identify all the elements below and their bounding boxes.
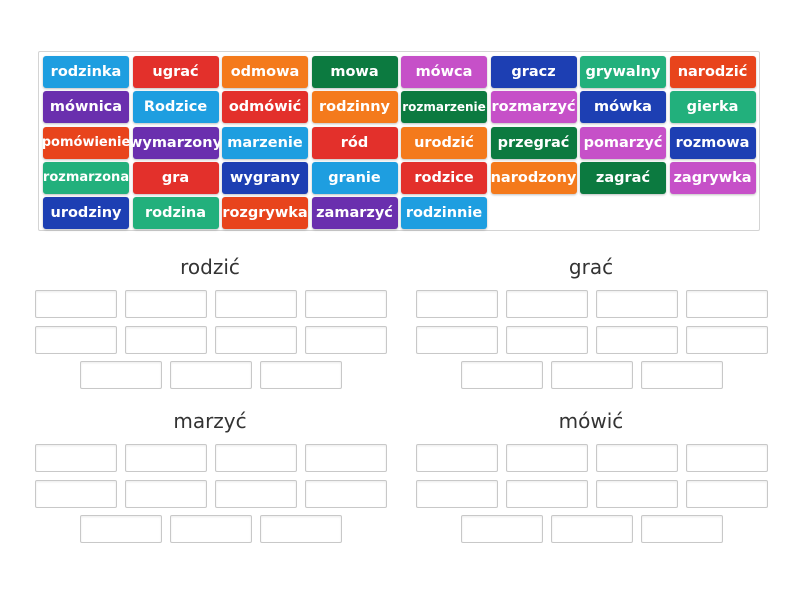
- drop-slot[interactable]: [506, 480, 588, 508]
- drop-slot[interactable]: [305, 444, 387, 472]
- word-tile[interactable]: gierka: [669, 91, 756, 124]
- word-tile[interactable]: rozgrywka: [222, 197, 308, 230]
- drop-slot[interactable]: [686, 290, 768, 318]
- drop-slot[interactable]: [35, 290, 117, 318]
- drop-slot[interactable]: [461, 361, 543, 389]
- drop-slot[interactable]: [215, 326, 297, 354]
- group-title: grać: [568, 255, 614, 279]
- drop-slot[interactable]: [260, 361, 342, 389]
- group-title: rodzić: [180, 255, 240, 279]
- drop-slot[interactable]: [215, 290, 297, 318]
- word-tile[interactable]: zagrać: [580, 161, 666, 194]
- word-tile[interactable]: rodzice: [401, 161, 487, 194]
- drop-slot[interactable]: [596, 326, 678, 354]
- drop-slot[interactable]: [305, 290, 387, 318]
- word-tile[interactable]: rozmarzenie: [401, 91, 487, 124]
- word-tile[interactable]: pomówienie: [42, 126, 130, 159]
- word-tile[interactable]: odmowa: [222, 56, 308, 88]
- word-tile[interactable]: pomarzyć: [580, 126, 666, 159]
- drop-slot[interactable]: [215, 444, 297, 472]
- drop-slot[interactable]: [461, 515, 543, 543]
- word-tile[interactable]: wygrany: [222, 161, 308, 194]
- word-tile[interactable]: przegrać: [490, 126, 577, 159]
- word-tile[interactable]: zagrywka: [669, 161, 756, 194]
- word-bank: rodzinka ugrać odmowa mowa mówca gracz grywaln…: [38, 51, 760, 231]
- word-tile[interactable]: ród: [311, 126, 398, 159]
- drop-slot[interactable]: [506, 444, 588, 472]
- word-tile[interactable]: rodzinny: [311, 91, 398, 124]
- word-tile[interactable]: narodzony: [490, 161, 577, 194]
- drop-slot[interactable]: [35, 444, 117, 472]
- word-tile[interactable]: mówka: [580, 91, 666, 124]
- drop-slot[interactable]: [551, 361, 633, 389]
- word-tile[interactable]: gra: [132, 161, 219, 194]
- drop-slot[interactable]: [506, 290, 588, 318]
- drop-slot[interactable]: [305, 326, 387, 354]
- drop-slot[interactable]: [506, 326, 588, 354]
- word-tile[interactable]: urodziny: [43, 197, 129, 230]
- drop-slot[interactable]: [170, 361, 252, 389]
- word-tile[interactable]: odmówić: [222, 91, 308, 124]
- word-tile[interactable]: urodzić: [401, 126, 487, 159]
- drop-slot[interactable]: [596, 444, 678, 472]
- word-tile[interactable]: mowa: [311, 56, 398, 88]
- word-tile[interactable]: grywalny: [580, 56, 666, 88]
- drop-slot[interactable]: [125, 444, 207, 472]
- word-tile[interactable]: mówca: [401, 56, 487, 88]
- word-tile[interactable]: granie: [311, 161, 398, 194]
- drop-slot[interactable]: [125, 480, 207, 508]
- word-tile[interactable]: rozmarzyć: [490, 91, 577, 124]
- drop-slot[interactable]: [170, 515, 252, 543]
- word-tile[interactable]: rozmowa: [669, 126, 756, 159]
- word-tile[interactable]: marzenie: [222, 126, 308, 159]
- drop-slot[interactable]: [80, 515, 162, 543]
- drop-slot[interactable]: [35, 480, 117, 508]
- word-tile[interactable]: mównica: [43, 91, 129, 124]
- group-title: marzyć: [173, 409, 247, 433]
- drop-slot[interactable]: [686, 480, 768, 508]
- word-tile[interactable]: wymarzony: [129, 126, 222, 159]
- drop-slot[interactable]: [596, 480, 678, 508]
- drop-slot[interactable]: [641, 361, 723, 389]
- group-title: mówić: [558, 409, 624, 433]
- drop-slot[interactable]: [686, 326, 768, 354]
- drop-slot[interactable]: [551, 515, 633, 543]
- word-tile[interactable]: rozmarzona: [43, 161, 129, 194]
- drop-slot[interactable]: [125, 290, 207, 318]
- word-tile[interactable]: rodzinnie: [401, 197, 487, 230]
- drop-slot[interactable]: [35, 326, 117, 354]
- word-tile[interactable]: ugrać: [132, 56, 219, 88]
- word-tile[interactable]: narodzić: [669, 56, 756, 88]
- drop-slot[interactable]: [305, 480, 387, 508]
- drop-slot[interactable]: [641, 515, 723, 543]
- word-tile[interactable]: Rodzice: [132, 91, 219, 124]
- drop-slot[interactable]: [260, 515, 342, 543]
- drop-slot[interactable]: [80, 361, 162, 389]
- word-tile[interactable]: zamarzyć: [311, 197, 398, 230]
- drop-slot[interactable]: [416, 480, 498, 508]
- drop-slot[interactable]: [686, 444, 768, 472]
- word-tile[interactable]: rodzina: [132, 197, 219, 230]
- drop-slot[interactable]: [416, 290, 498, 318]
- word-tile[interactable]: rodzinka: [43, 56, 129, 88]
- drop-slot[interactable]: [416, 326, 498, 354]
- drop-slot[interactable]: [596, 290, 678, 318]
- drop-slot[interactable]: [416, 444, 498, 472]
- drop-slot[interactable]: [215, 480, 297, 508]
- word-tile[interactable]: gracz: [490, 56, 577, 88]
- drop-slot[interactable]: [125, 326, 207, 354]
